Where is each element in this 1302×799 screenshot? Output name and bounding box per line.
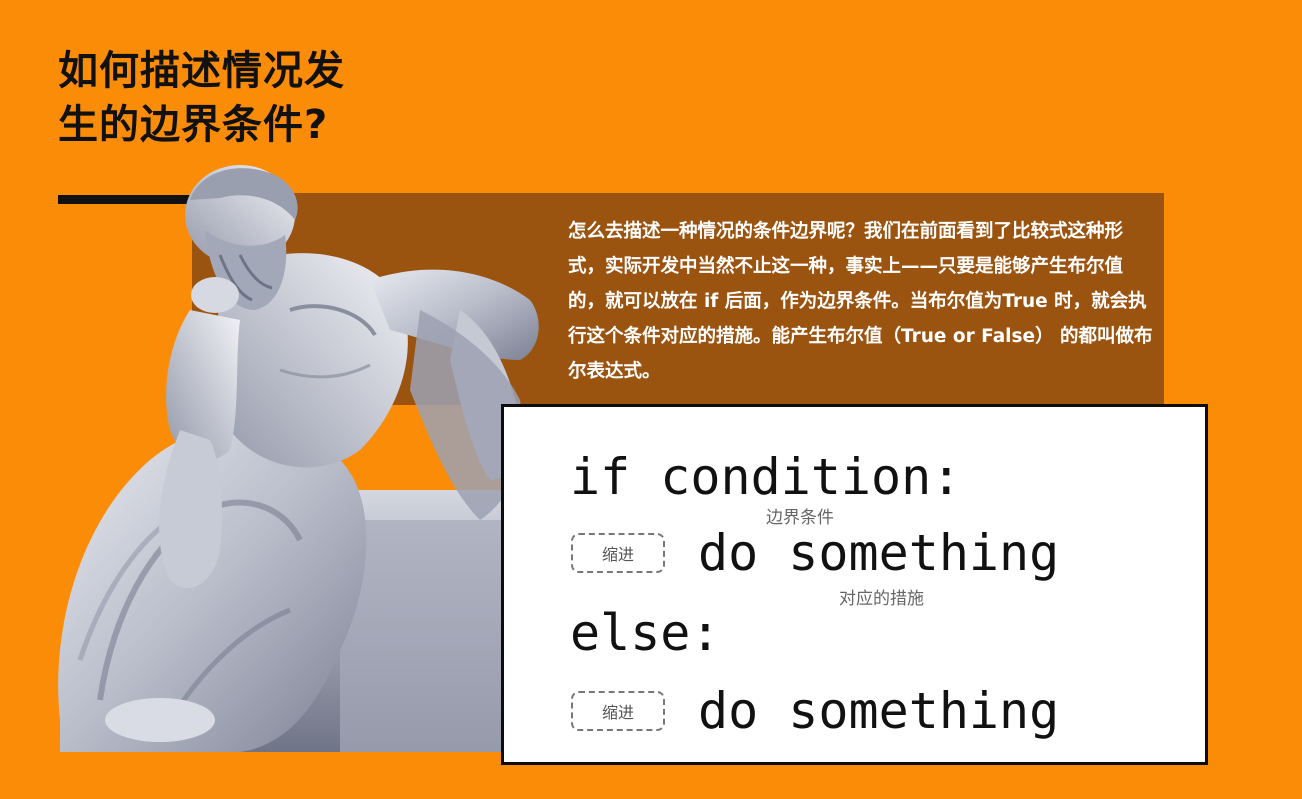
description-text: 怎么去描述一种情况的条件边界呢？我们在前面看到了比较式这种形式，实际开发中当然不… <box>568 221 1153 382</box>
indent-marker-1: 缩进 <box>571 533 665 573</box>
code-line-action-1: do something <box>698 524 1060 582</box>
code-line-if: if condition: <box>570 448 962 506</box>
annotation-action: 对应的措施 <box>839 589 924 609</box>
title-line-2: 生的边界条件? <box>58 102 329 148</box>
title-line-1: 如何描述情况发 <box>58 48 345 94</box>
annotation-condition: 边界条件 <box>766 508 834 528</box>
title-underline <box>58 195 193 204</box>
slide-title: 如何描述情况发 生的边界条件? <box>58 44 398 152</box>
code-line-else: else: <box>570 604 721 662</box>
thinker-statue-image <box>58 165 539 752</box>
code-example-box: if condition: 边界条件 缩进 do something 对应的措施… <box>501 404 1208 765</box>
indent-marker-2: 缩进 <box>571 691 665 731</box>
code-line-action-2: do something <box>698 682 1060 740</box>
